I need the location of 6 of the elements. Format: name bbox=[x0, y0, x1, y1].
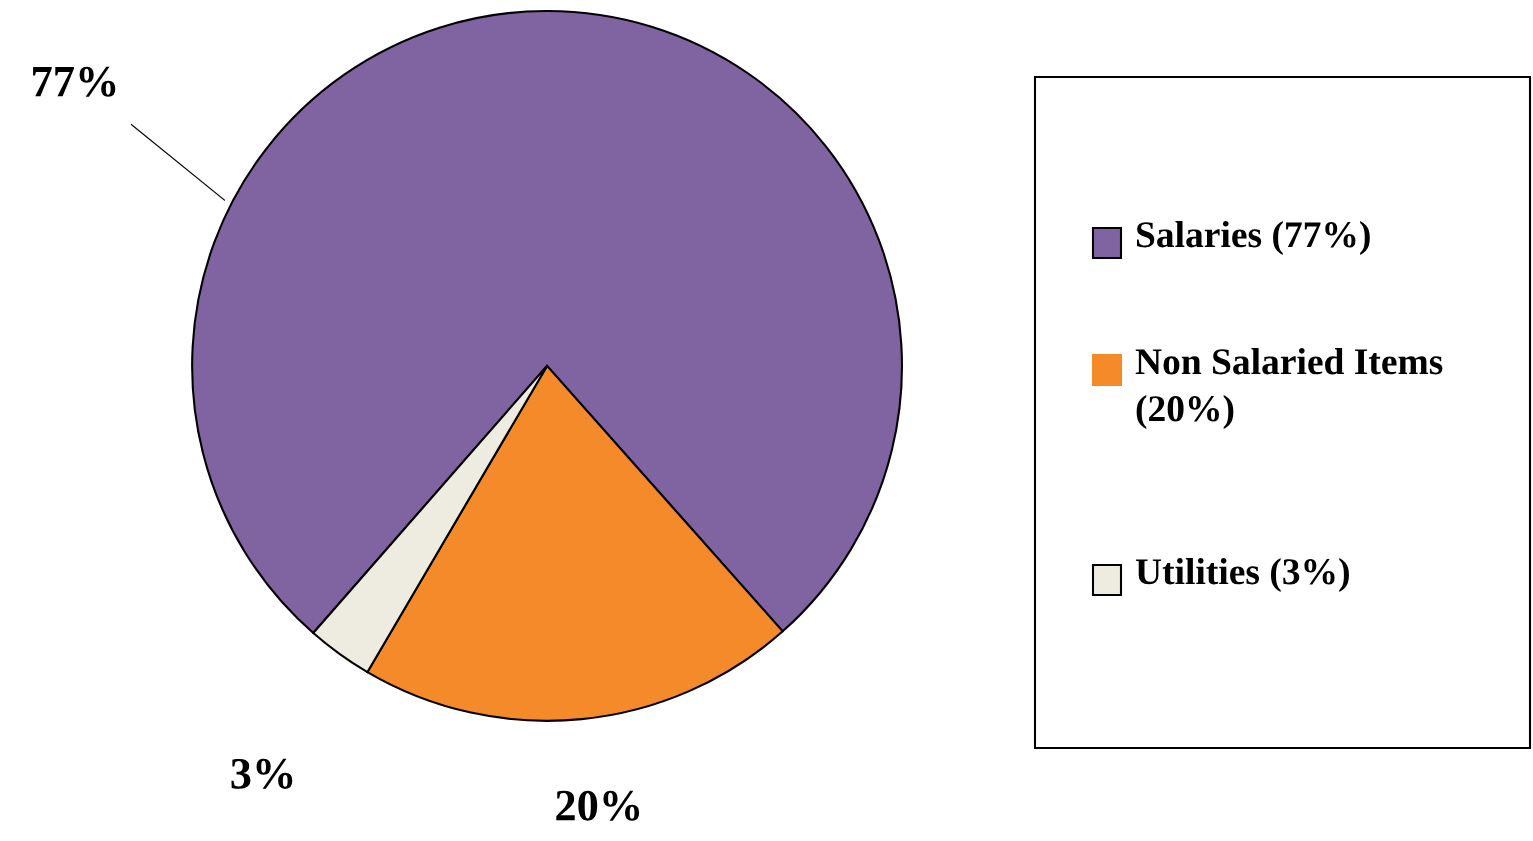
data-label: 77% bbox=[33, 66, 116, 97]
legend-label: Non Salaried Items (20%) bbox=[1135, 348, 1443, 430]
legend-label: Salaries (77%) bbox=[1137, 221, 1370, 256]
legend-label: Utilities (3%) bbox=[1135, 558, 1349, 593]
data-label: 20% bbox=[556, 790, 640, 821]
data-label: 3% bbox=[231, 758, 293, 789]
